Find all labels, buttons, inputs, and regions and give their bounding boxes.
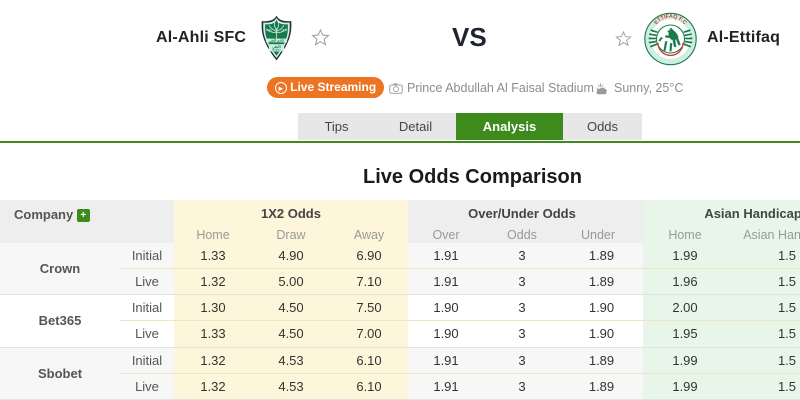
svg-text:1936: 1936 bbox=[266, 29, 272, 32]
svg-text:AL-AHLI: AL-AHLI bbox=[272, 49, 281, 52]
svg-text:1936: 1936 bbox=[281, 29, 287, 32]
